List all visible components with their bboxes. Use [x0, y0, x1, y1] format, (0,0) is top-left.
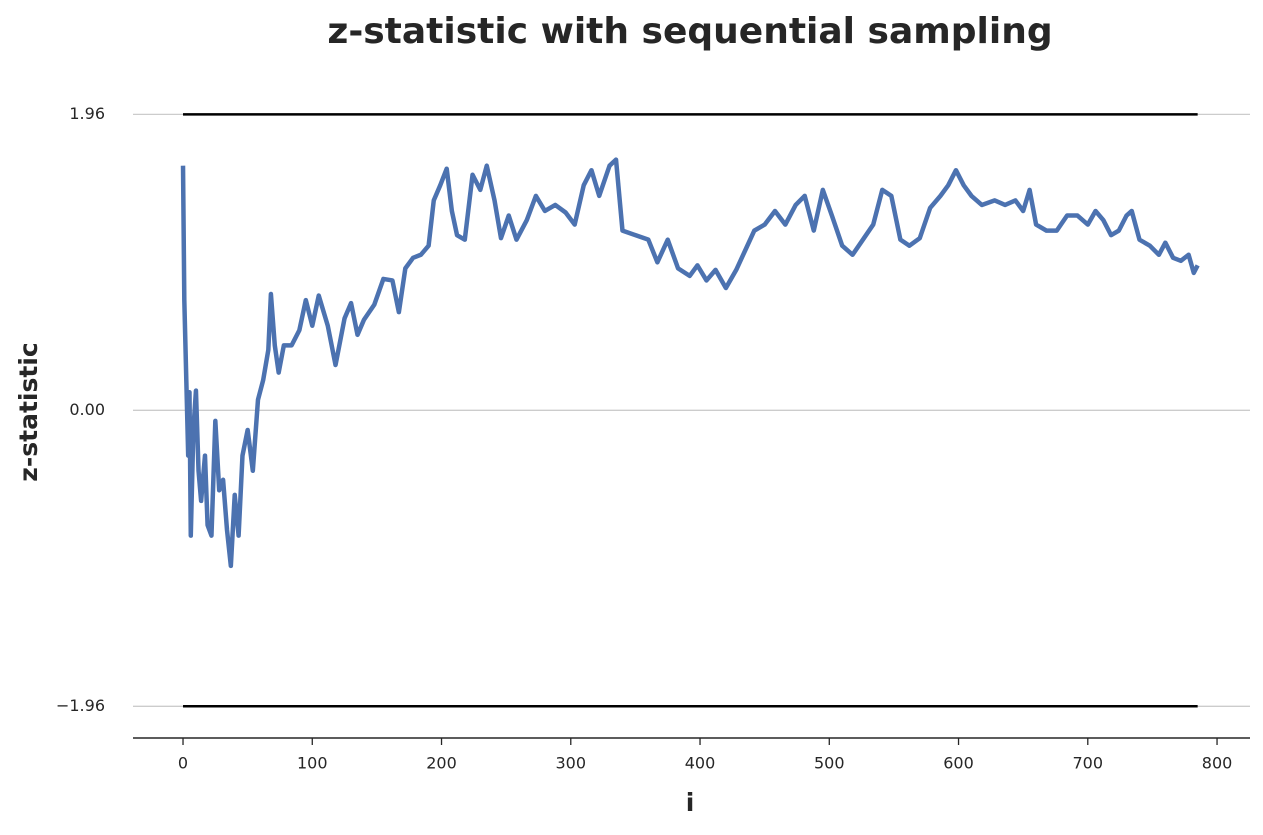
y-tick-label: 0.00: [69, 400, 105, 419]
y-tick-label: 1.96: [69, 104, 105, 123]
data-line: [180, 157, 1200, 569]
y-tick-label: −1.96: [56, 696, 105, 715]
x-tick-label: 500: [814, 754, 845, 773]
x-tick-label: 700: [1073, 754, 1104, 773]
x-tick-label: 400: [685, 754, 716, 773]
chart-title: z-statistic with sequential sampling: [327, 11, 1052, 52]
y-axis-label: z-statistic: [14, 342, 43, 481]
x-tick-label: 300: [556, 754, 587, 773]
x-tick-label: 800: [1202, 754, 1233, 773]
x-tick-label: 600: [943, 754, 974, 773]
x-tick-label: 0: [178, 754, 188, 773]
x-axis-label: i: [686, 788, 695, 817]
x-tick-label: 100: [297, 754, 328, 773]
x-tick-label: 200: [426, 754, 457, 773]
